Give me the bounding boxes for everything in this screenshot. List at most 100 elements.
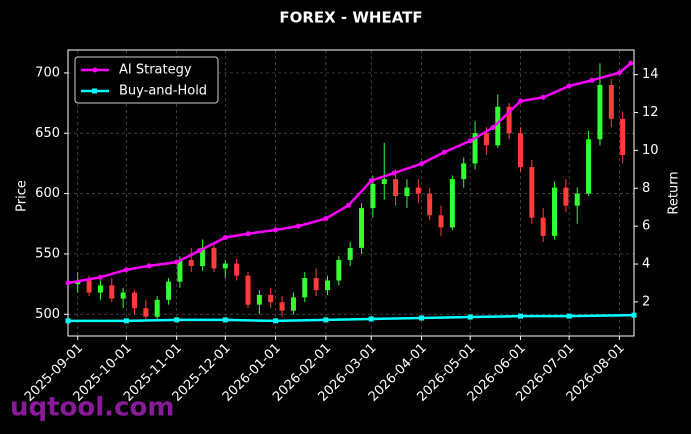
- candle-body: [472, 133, 478, 164]
- candle-body: [211, 247, 217, 269]
- candle-body: [495, 106, 501, 146]
- candle-body: [324, 280, 330, 291]
- y2-tick-label: 2: [642, 294, 650, 309]
- y-tick-label: 700: [35, 65, 60, 80]
- candle-body: [109, 285, 115, 299]
- y2-tick-label: 10: [642, 143, 659, 158]
- line-marker: [566, 83, 572, 89]
- line-marker: [245, 231, 251, 237]
- candle-body: [574, 193, 580, 206]
- line-marker: [419, 161, 425, 167]
- candle-body: [290, 297, 296, 311]
- candle-body: [597, 84, 603, 140]
- candle-body: [336, 259, 342, 281]
- candle-body: [529, 167, 535, 218]
- line-marker: [123, 318, 129, 324]
- line-marker: [540, 94, 546, 100]
- line-marker: [346, 202, 352, 208]
- candle-body: [359, 208, 365, 248]
- line-marker: [323, 317, 329, 323]
- candle-body: [347, 247, 353, 260]
- candle-body: [381, 179, 387, 184]
- line-marker: [174, 317, 180, 323]
- candle-body: [393, 179, 399, 197]
- legend: AI Strategy Buy-and-Hold: [74, 56, 219, 104]
- candle-body: [517, 133, 523, 168]
- line-marker: [146, 263, 152, 269]
- line-marker: [368, 316, 374, 322]
- candle-body: [143, 308, 149, 317]
- candle-body: [177, 259, 183, 282]
- line-marker: [467, 138, 473, 144]
- line-marker: [517, 313, 523, 319]
- y-tick-label: 500: [35, 307, 60, 322]
- line-marker: [616, 70, 622, 76]
- candle-body: [131, 292, 137, 309]
- line-marker: [368, 178, 374, 184]
- line-marker: [295, 223, 301, 229]
- candle-body: [461, 163, 467, 180]
- legend-marker: [92, 67, 98, 73]
- line-marker: [323, 216, 329, 222]
- y-tick-label: 550: [35, 246, 60, 261]
- line-marker: [123, 267, 129, 273]
- candle-body: [154, 299, 160, 317]
- plot-frame: [67, 49, 635, 337]
- candle-body: [427, 193, 433, 216]
- candle-body: [86, 280, 92, 293]
- y2-axis-label: Return: [667, 171, 682, 214]
- y-tick-label: 600: [35, 186, 60, 201]
- legend-box: [74, 56, 219, 104]
- candle-body: [313, 278, 319, 291]
- candle-body: [120, 292, 126, 299]
- candle-body: [449, 179, 455, 228]
- line-series: [67, 62, 632, 285]
- line-marker: [589, 77, 595, 83]
- candle-body: [370, 183, 376, 209]
- line-marker: [65, 280, 71, 286]
- y2-tick-label: 4: [642, 257, 650, 272]
- y2-tick-label: 12: [642, 105, 659, 120]
- y2-tick-label: 14: [642, 67, 659, 82]
- candle-body: [483, 133, 489, 146]
- line-marker: [273, 318, 279, 324]
- line-marker: [273, 227, 279, 233]
- legend-label: Buy-and-Hold: [119, 84, 207, 99]
- line-marker: [490, 125, 496, 131]
- candle-body: [586, 139, 592, 194]
- legend-marker: [92, 88, 97, 94]
- y2-tick-label: 6: [642, 219, 650, 234]
- candle-body: [552, 187, 558, 236]
- line-marker: [222, 317, 228, 323]
- line-marker: [517, 98, 523, 104]
- candle-body: [200, 247, 206, 267]
- line-marker: [391, 170, 397, 176]
- line-marker: [419, 315, 425, 321]
- candle-body: [222, 263, 228, 269]
- candle-body: [234, 263, 240, 276]
- candle-body: [415, 187, 421, 194]
- candle-body: [279, 302, 285, 311]
- line-marker: [97, 274, 103, 280]
- line-marker: [222, 235, 228, 241]
- line-marker: [441, 149, 447, 155]
- line-marker: [566, 313, 572, 319]
- candle-body: [188, 259, 194, 267]
- candle-body: [620, 118, 626, 155]
- candle-body: [302, 278, 308, 298]
- candle-body: [268, 294, 274, 303]
- candle-body: [404, 187, 410, 197]
- y-axis-label: Price: [15, 180, 30, 212]
- candle-body: [438, 215, 444, 228]
- line-marker: [467, 314, 473, 320]
- line-marker: [174, 259, 180, 265]
- candle-body: [563, 187, 569, 206]
- y2-tick-label: 8: [642, 181, 650, 196]
- line-series: [68, 313, 635, 323]
- line-marker: [65, 318, 71, 324]
- legend-label: AI Strategy: [119, 63, 192, 78]
- candle-body: [166, 281, 172, 300]
- watermark: uqtool.com: [10, 393, 174, 423]
- candle-body: [97, 285, 103, 293]
- candle-body: [256, 294, 262, 305]
